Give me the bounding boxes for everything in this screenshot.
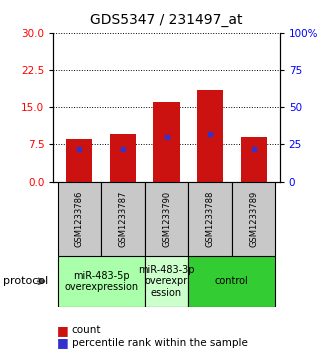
Text: GSM1233789: GSM1233789 — [249, 191, 258, 247]
Text: miR-483-3p
overexpr
ession: miR-483-3p overexpr ession — [138, 265, 195, 298]
Text: protocol: protocol — [3, 276, 49, 286]
Text: control: control — [215, 276, 249, 286]
Text: GSM1233787: GSM1233787 — [119, 191, 128, 247]
Text: count: count — [72, 325, 101, 335]
Bar — [232, 182, 275, 256]
Text: GDS5347 / 231497_at: GDS5347 / 231497_at — [90, 13, 243, 27]
Bar — [145, 182, 188, 256]
Bar — [240, 137, 267, 182]
Bar — [110, 134, 136, 182]
Text: ■: ■ — [57, 337, 68, 350]
Text: GSM1233786: GSM1233786 — [75, 191, 84, 247]
Bar — [66, 139, 93, 182]
Bar — [101, 182, 145, 256]
Text: ■: ■ — [57, 324, 68, 337]
Text: GSM1233790: GSM1233790 — [162, 191, 171, 247]
Bar — [154, 102, 179, 182]
Bar — [188, 256, 275, 307]
Text: percentile rank within the sample: percentile rank within the sample — [72, 338, 247, 348]
Bar — [197, 90, 223, 182]
Bar — [58, 256, 145, 307]
Text: miR-483-5p
overexpression: miR-483-5p overexpression — [64, 270, 138, 292]
Text: GSM1233788: GSM1233788 — [205, 191, 214, 247]
Bar — [145, 256, 188, 307]
Bar — [188, 182, 232, 256]
Bar — [58, 182, 101, 256]
